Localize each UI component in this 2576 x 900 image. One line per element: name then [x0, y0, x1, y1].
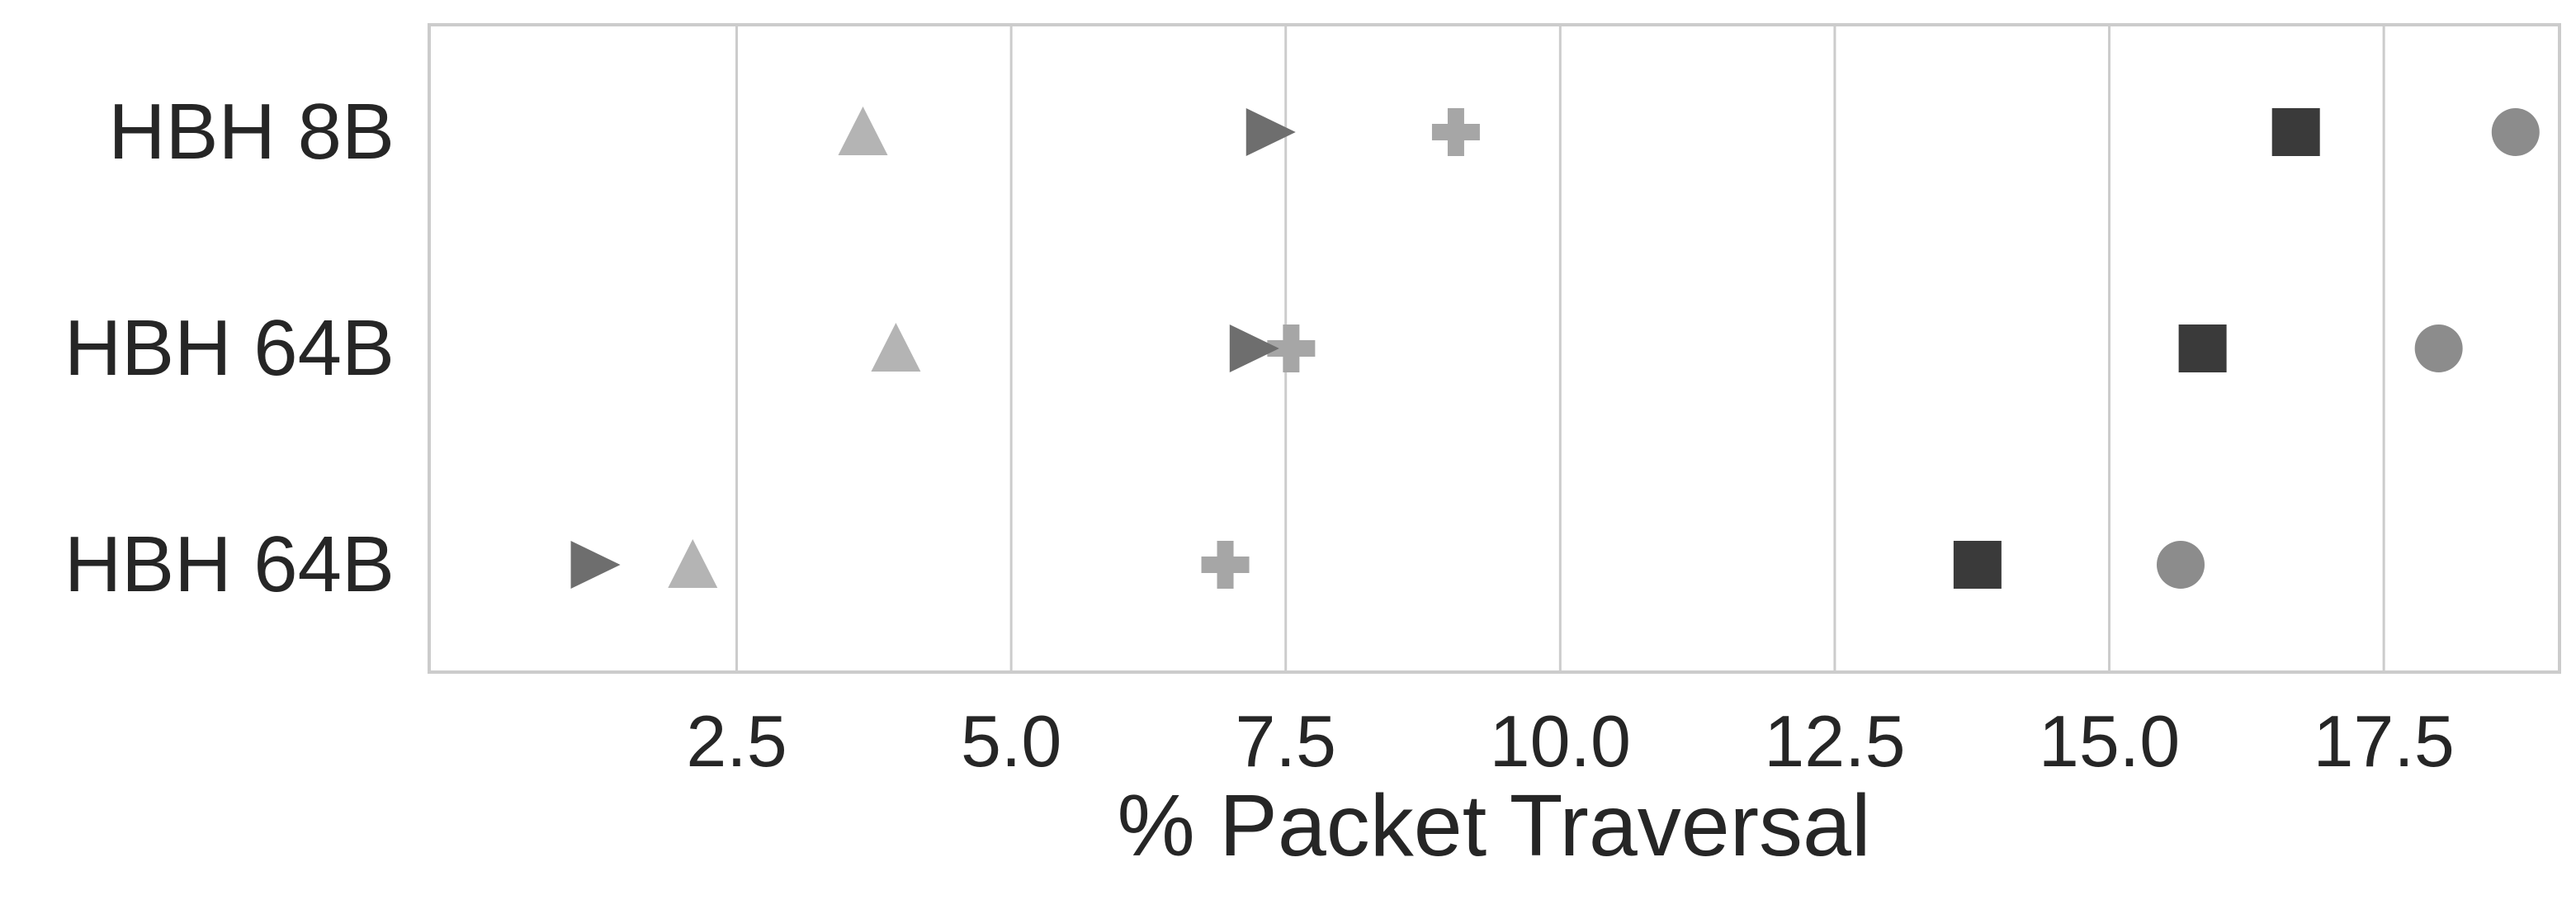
- x-tick-label: 15.0: [2039, 700, 2180, 782]
- y-tick-label: HBH 8B: [108, 88, 395, 176]
- circle-marker: [2491, 108, 2540, 156]
- x-tick-label: 5.0: [961, 700, 1061, 782]
- y-tick-label: HBH 64B: [64, 520, 395, 609]
- square-marker: [2178, 324, 2227, 372]
- triangle-right-marker: [570, 541, 621, 589]
- plot-background: [429, 25, 2559, 672]
- plot-frame: [428, 23, 2561, 674]
- x-tick-labels: 2.5 5.0 7.5 10.0 12.5 15.0 17.5: [686, 700, 2454, 782]
- plus-marker: [1267, 324, 1316, 372]
- x-tick-label: 10.0: [1490, 700, 1631, 782]
- x-tick-label: 17.5: [2313, 700, 2454, 782]
- triangle-up-marker: [668, 539, 718, 588]
- x-tick-label: 2.5: [686, 700, 787, 782]
- square-marker: [2271, 108, 2320, 156]
- x-axis-title: % Packet Traversal: [1117, 777, 1870, 874]
- square-marker: [1953, 541, 2002, 589]
- plus-marker: [1201, 541, 1250, 589]
- triangle-right-marker: [1245, 108, 1296, 156]
- triangle-right-marker: [1229, 324, 1279, 372]
- y-tick-label: HBH 64B: [64, 304, 395, 392]
- triangle-up-marker: [871, 323, 921, 372]
- x-tick-label: 7.5: [1236, 700, 1336, 782]
- circle-marker: [2414, 324, 2463, 372]
- y-tick-labels: HBH 8B HBH 64B HBH 64B: [64, 88, 395, 609]
- plus-marker: [1431, 108, 1480, 156]
- x-tick-label: 12.5: [1764, 700, 1905, 782]
- triangle-up-marker: [838, 107, 888, 155]
- data-points: [570, 107, 2540, 589]
- circle-marker: [2157, 541, 2205, 589]
